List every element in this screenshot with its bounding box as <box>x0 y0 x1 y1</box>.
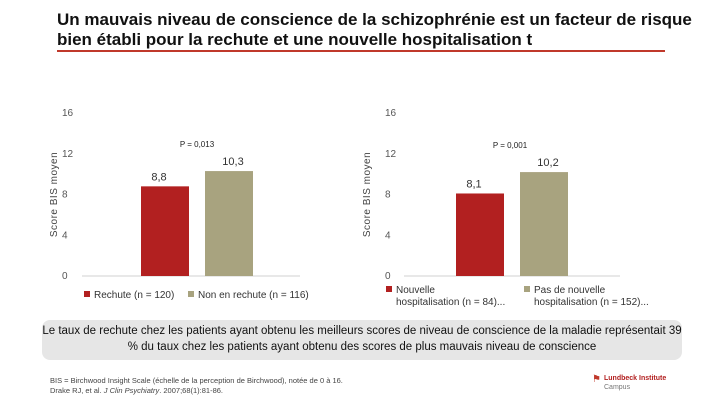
y-axis-label: Score BIS moyen <box>49 152 60 237</box>
ref-authors: Drake RJ, et al. <box>50 386 102 395</box>
chart-rehospitalisation: 0 4 8 12 16 Score BIS moyen 8,1 10,2 P = 0,001 <box>362 108 620 282</box>
legend-item-rehospitalised: Nouvelle hospitalisation (n = 84)... <box>386 285 505 309</box>
legend-label: Rechute (n = 120) <box>94 290 175 301</box>
key-finding-callout: Le taux de rechute chez les patients aya… <box>42 320 682 360</box>
bar <box>205 171 253 276</box>
y-tick-label: 8 <box>62 190 68 201</box>
bar-value-label: 10,3 <box>222 156 243 168</box>
bar-value-label: 8,8 <box>151 171 166 183</box>
legend-item-not-rehospitalised: Pas de nouvelle hospitalisation (n = 152… <box>524 285 649 309</box>
legend-chart-2: Nouvelle hospitalisation (n = 84)... Pas… <box>386 285 686 313</box>
p-value-label: P = 0,001 <box>493 141 528 150</box>
legend-item-no-relapse: Non en rechute (n = 116) <box>188 290 309 302</box>
y-axis-label: Score BIS moyen <box>362 152 373 237</box>
y-tick-label: 0 <box>385 271 391 282</box>
legend-label-line2: hospitalisation (n = 84)... <box>396 297 506 308</box>
slide-title: Un mauvais niveau de conscience de la sc… <box>57 10 692 49</box>
y-tick-label: 16 <box>385 108 397 119</box>
footnote-reference: Drake RJ, et al. J Clin Psychiatry. 2007… <box>50 386 343 396</box>
y-tick-label: 8 <box>385 190 391 201</box>
legend-swatch <box>386 286 392 292</box>
legend-swatch <box>84 291 90 297</box>
bar <box>456 193 504 276</box>
ref-journal: J Clin Psychiatry <box>103 386 160 395</box>
legend-swatch <box>188 291 194 297</box>
chart-relapse: 0 4 8 12 16 Score BIS moyen 8,8 10,3 P = 0,013 <box>49 108 300 282</box>
y-tick-label: 0 <box>62 271 68 282</box>
logo-line-1: Lundbeck Institute <box>604 375 667 382</box>
title-underline <box>57 50 665 52</box>
y-tick-label: 12 <box>62 149 74 160</box>
logo-line-2: Campus <box>604 384 631 391</box>
legend-label-line1: Nouvelle <box>396 285 435 296</box>
footnote: BIS = Birchwood Insight Scale (échelle d… <box>50 376 343 396</box>
bar-value-label: 8,1 <box>466 178 481 190</box>
footnote-definition: BIS = Birchwood Insight Scale (échelle d… <box>50 376 343 385</box>
legend-label: Non en rechute (n = 116) <box>198 290 309 301</box>
legend-label-line1: Pas de nouvelle <box>534 285 606 296</box>
p-value-label: P = 0,013 <box>180 140 215 149</box>
legend-label-line2: hospitalisation (n = 152)... <box>534 297 649 308</box>
ref-details: . 2007;68(1):81-86. <box>159 386 224 395</box>
y-tick-label: 4 <box>62 230 68 241</box>
y-tick-label: 4 <box>385 230 391 241</box>
bar-value-label: 10,2 <box>537 157 558 169</box>
legend-chart-1: Rechute (n = 120) Non en rechute (n = 11… <box>84 290 344 304</box>
y-tick-label: 16 <box>62 108 74 119</box>
lundbeck-logo-icon: ⚑ <box>592 374 601 385</box>
bar <box>141 186 189 276</box>
legend-item-relapse: Rechute (n = 120) <box>84 290 174 302</box>
bar <box>520 172 568 276</box>
y-tick-label: 12 <box>385 149 397 160</box>
legend-swatch <box>524 286 530 292</box>
